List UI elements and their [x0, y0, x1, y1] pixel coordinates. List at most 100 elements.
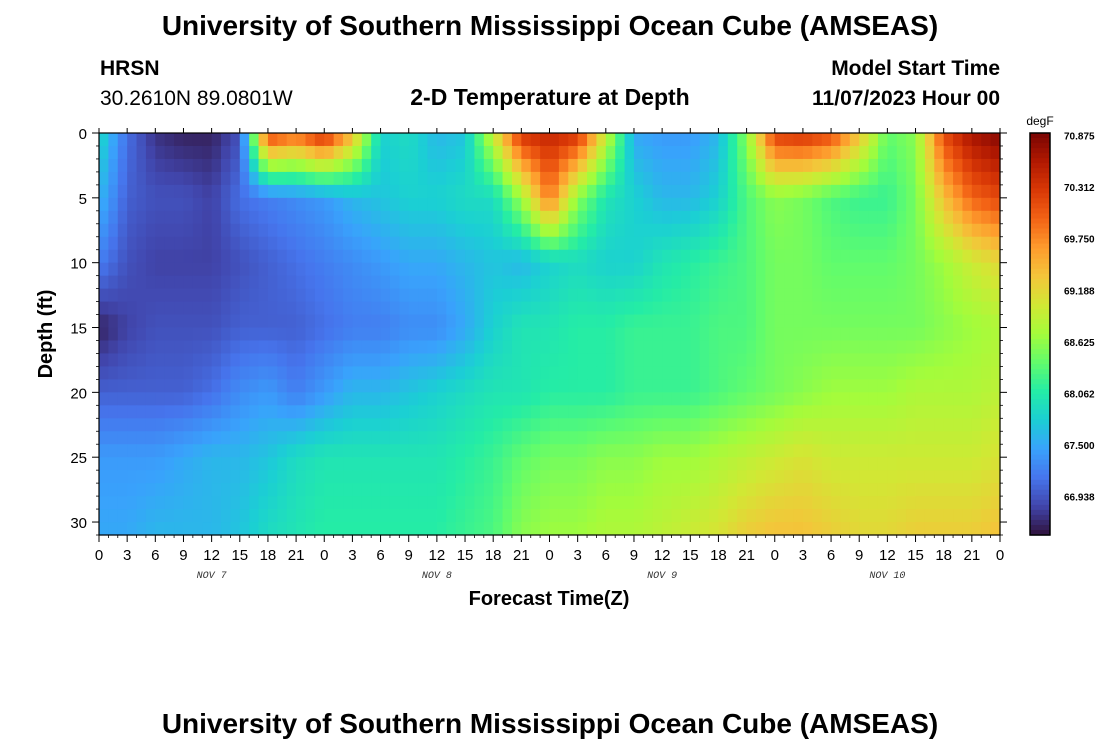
heatmap-cell	[371, 210, 382, 225]
heatmap-cell	[305, 275, 316, 290]
heatmap-cell	[727, 327, 738, 342]
heatmap-cell	[690, 236, 701, 251]
heatmap-cell	[924, 431, 935, 445]
heatmap-cell	[662, 301, 673, 316]
heatmap-cell	[155, 327, 166, 342]
heatmap-cell	[558, 496, 569, 510]
heatmap-cell	[840, 379, 851, 393]
heatmap-cell	[793, 431, 804, 445]
heatmap-cell	[953, 483, 964, 497]
heatmap-cell	[183, 340, 194, 355]
heatmap-cell	[934, 158, 945, 173]
heatmap-cell	[896, 353, 907, 368]
heatmap-cell	[136, 496, 147, 510]
heatmap-cell	[615, 210, 626, 225]
heatmap-cell	[296, 496, 307, 510]
heatmap-cell	[540, 301, 551, 316]
heatmap-cell	[596, 496, 607, 510]
heatmap-cell	[502, 262, 513, 277]
heatmap-cell	[568, 288, 579, 303]
heatmap-cell	[943, 133, 954, 147]
heatmap-cell	[483, 327, 494, 342]
heatmap-cell	[615, 327, 626, 342]
heatmap-cell	[127, 366, 138, 380]
heatmap-cell	[296, 301, 307, 316]
heatmap-cell	[643, 366, 654, 380]
heatmap-cell	[371, 249, 382, 264]
heatmap-cell	[840, 366, 851, 380]
heatmap-cell	[286, 483, 297, 497]
heatmap-cell	[446, 262, 457, 277]
heatmap-cell	[211, 522, 222, 536]
heatmap-cell	[943, 392, 954, 406]
heatmap-cell	[145, 262, 156, 277]
heatmap-cell	[296, 366, 307, 380]
heatmap-cell	[192, 457, 203, 471]
heatmap-cell	[136, 145, 147, 160]
heatmap-cell	[99, 223, 109, 238]
heatmap-cell	[784, 236, 795, 251]
heatmap-cell	[493, 509, 504, 523]
chart-subtitle: 2-D Temperature at Depth	[410, 84, 690, 110]
heatmap-cell	[352, 275, 363, 290]
heatmap-cell	[840, 314, 851, 329]
heatmap-cell	[680, 145, 691, 160]
heatmap-cell	[953, 249, 964, 264]
heatmap-cell	[258, 496, 269, 510]
heatmap-cell	[446, 249, 457, 264]
heatmap-cell	[746, 262, 757, 277]
heatmap-cell	[324, 379, 335, 393]
heatmap-cell	[427, 522, 438, 536]
heatmap-cell	[202, 522, 213, 536]
heatmap-cell	[784, 379, 795, 393]
heatmap-cell	[314, 431, 325, 445]
heatmap-cell	[737, 392, 748, 406]
heatmap-cell	[727, 249, 738, 264]
heatmap-cell	[605, 483, 616, 497]
heatmap-cell	[765, 145, 776, 160]
heatmap-cell	[587, 145, 598, 160]
heatmap-cell	[577, 483, 588, 497]
heatmap-cell	[108, 405, 119, 419]
heatmap-cell	[305, 262, 316, 277]
heatmap-cell	[502, 509, 513, 523]
heatmap-cell	[981, 145, 992, 160]
heatmap-cell	[587, 340, 598, 355]
heatmap-cell	[868, 444, 879, 458]
heatmap-cell	[221, 431, 231, 445]
heatmap-cell	[174, 509, 185, 523]
heatmap-cell	[821, 496, 832, 510]
heatmap-cell	[737, 431, 748, 445]
heatmap-cell	[239, 340, 250, 355]
heatmap-cell	[343, 210, 354, 225]
heatmap-cell	[849, 210, 860, 225]
heatmap-cell	[737, 496, 748, 510]
heatmap-cell	[493, 145, 504, 160]
heatmap-cell	[671, 418, 682, 432]
heatmap-cell	[249, 470, 260, 484]
heatmap-cell	[596, 210, 607, 225]
heatmap-cell	[436, 197, 447, 212]
heatmap-cell	[465, 444, 476, 458]
heatmap-cell	[127, 314, 138, 329]
heatmap-cell	[643, 353, 654, 368]
heatmap-cell	[680, 379, 691, 393]
heatmap-cell	[587, 158, 598, 173]
heatmap-cell	[436, 301, 447, 316]
heatmap-cell	[709, 483, 720, 497]
heatmap-cell	[474, 405, 485, 419]
heatmap-cell	[277, 366, 288, 380]
heatmap-cell	[343, 509, 354, 523]
heatmap-cell	[755, 379, 766, 393]
heatmap-cell	[314, 314, 325, 329]
heatmap-cell	[737, 262, 748, 277]
heatmap-cell	[746, 171, 757, 186]
heatmap-cell	[343, 288, 354, 303]
heatmap-cell	[99, 275, 109, 290]
heatmap-cell	[605, 249, 616, 264]
heatmap-cell	[859, 444, 870, 458]
heatmap-cell	[408, 444, 419, 458]
heatmap-cell	[990, 379, 1001, 393]
heatmap-cell	[305, 236, 316, 251]
heatmap-cell	[652, 262, 663, 277]
